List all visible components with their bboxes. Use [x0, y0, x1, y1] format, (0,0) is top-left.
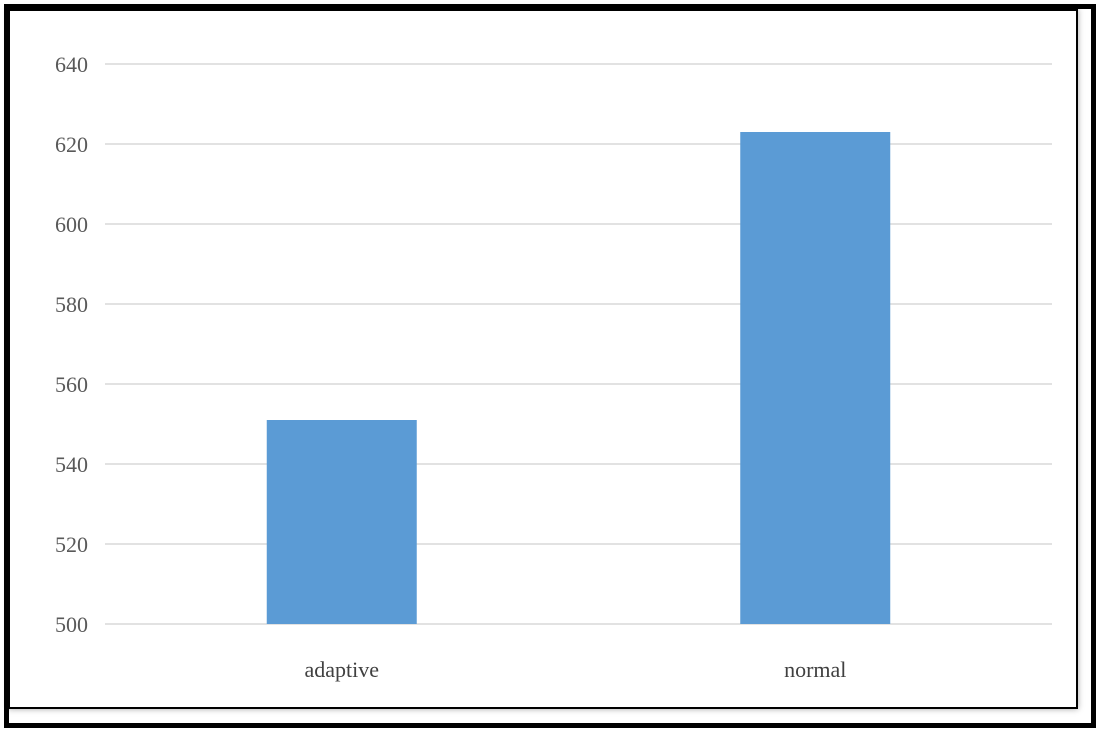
y-tick-label: 640 — [55, 52, 88, 77]
y-tick-label: 600 — [55, 212, 88, 237]
x-category-label-adaptive: adaptive — [304, 657, 379, 682]
y-tick-label: 620 — [55, 132, 88, 157]
x-axis-categories: adaptive normal — [304, 657, 846, 682]
y-tick-label: 560 — [55, 372, 88, 397]
x-category-label-normal: normal — [784, 657, 846, 682]
y-tick-label: 540 — [55, 452, 88, 477]
y-tick-label: 580 — [55, 292, 88, 317]
bar-normal — [740, 132, 891, 624]
bars — [266, 132, 891, 624]
outer-frame — [4, 4, 1096, 728]
gridlines — [105, 63, 1052, 625]
y-axis-ticks: 500 520 540 560 580 600 620 640 — [55, 52, 88, 637]
bar-adaptive — [266, 420, 417, 624]
y-tick-label: 500 — [55, 612, 88, 637]
chart-area-frame — [8, 9, 1078, 709]
y-tick-label: 520 — [55, 532, 88, 557]
